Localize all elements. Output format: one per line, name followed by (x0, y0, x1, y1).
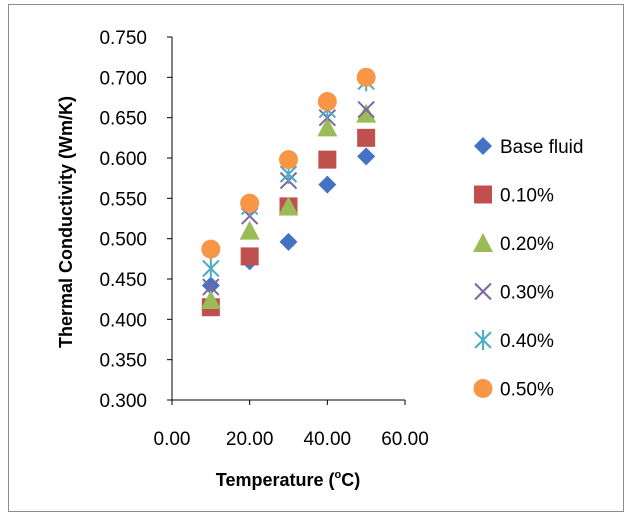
data-markers (200, 67, 377, 317)
y-tick-label: 0.500 (99, 230, 147, 251)
data-point (240, 193, 260, 213)
legend-marker (473, 233, 493, 252)
plot-area: 0.300 0.350 0.400 0.450 0.500 0.550 0.600 0.650… (99, 28, 428, 450)
x-tick-label: 20.00 (226, 429, 274, 450)
legend-marker (474, 330, 492, 350)
y-tick-label: 0.750 (99, 28, 147, 49)
x-tick-label: 40.00 (304, 429, 352, 450)
legend-label: 0.30% (500, 283, 554, 304)
legend-label: 0.40% (500, 331, 554, 352)
x-axis-title-end: C) (341, 470, 360, 490)
data-point (202, 258, 220, 279)
chart-area (8, 4, 624, 512)
data-point (356, 103, 377, 123)
y-tick-label: 0.450 (99, 270, 147, 291)
y-tick-label: 0.400 (99, 310, 147, 331)
legend-marker (473, 379, 493, 398)
data-point (202, 278, 220, 296)
y-tick-label: 0.700 (99, 68, 147, 89)
data-point (278, 196, 299, 216)
legend-marker (474, 282, 492, 301)
legend-item: 0.20% (473, 233, 554, 255)
y-tick-label: 0.300 (99, 391, 147, 412)
data-point (239, 220, 260, 240)
data-point (240, 247, 259, 266)
y-axis-ticks: 0.300 0.350 0.400 0.450 0.500 0.550 0.600 0.650… (99, 28, 172, 412)
y-tick-label: 0.650 (99, 109, 147, 130)
x-axis-ticks: 0.00 20.00 40.00 60.00 (154, 400, 429, 450)
data-point (317, 92, 337, 112)
data-point (201, 239, 221, 259)
data-point (318, 175, 337, 194)
legend-item: 0.30% (474, 282, 554, 304)
legend-label: 0.50% (500, 380, 554, 401)
series-6 (201, 67, 376, 259)
legend-label: 0.20% (500, 234, 554, 255)
x-tick-label: 0.00 (154, 429, 191, 450)
data-point (357, 147, 376, 166)
data-point (200, 289, 221, 309)
data-point (317, 117, 338, 137)
legend-item: 0.40% (474, 330, 554, 352)
series-3 (200, 103, 377, 309)
legend: Base fluid 0.10% 0.20% 0.30% 0.40% 0.50% (473, 137, 583, 401)
data-point (356, 67, 376, 87)
legend-item: Base fluid (474, 137, 583, 158)
legend-label: Base fluid (500, 137, 583, 158)
data-point (279, 232, 298, 251)
data-point (357, 100, 375, 119)
x-axis-title-superscript: o (334, 469, 341, 481)
x-tick-label: 60.00 (381, 429, 429, 450)
data-point (318, 150, 337, 169)
x-axis-title: Temperature (oC) (216, 469, 360, 490)
y-tick-label: 0.550 (99, 189, 147, 210)
x-axis-title-main: Temperature ( (216, 470, 335, 490)
legend-marker (474, 137, 492, 155)
legend-label: 0.10% (500, 186, 554, 207)
y-axis-title: Thermal Conductivity (Wm/K) (56, 96, 76, 348)
legend-item: 0.10% (474, 185, 554, 207)
y-tick-label: 0.600 (99, 149, 147, 170)
legend-marker (474, 185, 492, 204)
y-tick-label: 0.350 (99, 351, 147, 372)
data-point (201, 276, 220, 295)
data-point (357, 128, 376, 147)
data-point (279, 150, 298, 170)
legend-item: 0.50% (473, 379, 554, 401)
